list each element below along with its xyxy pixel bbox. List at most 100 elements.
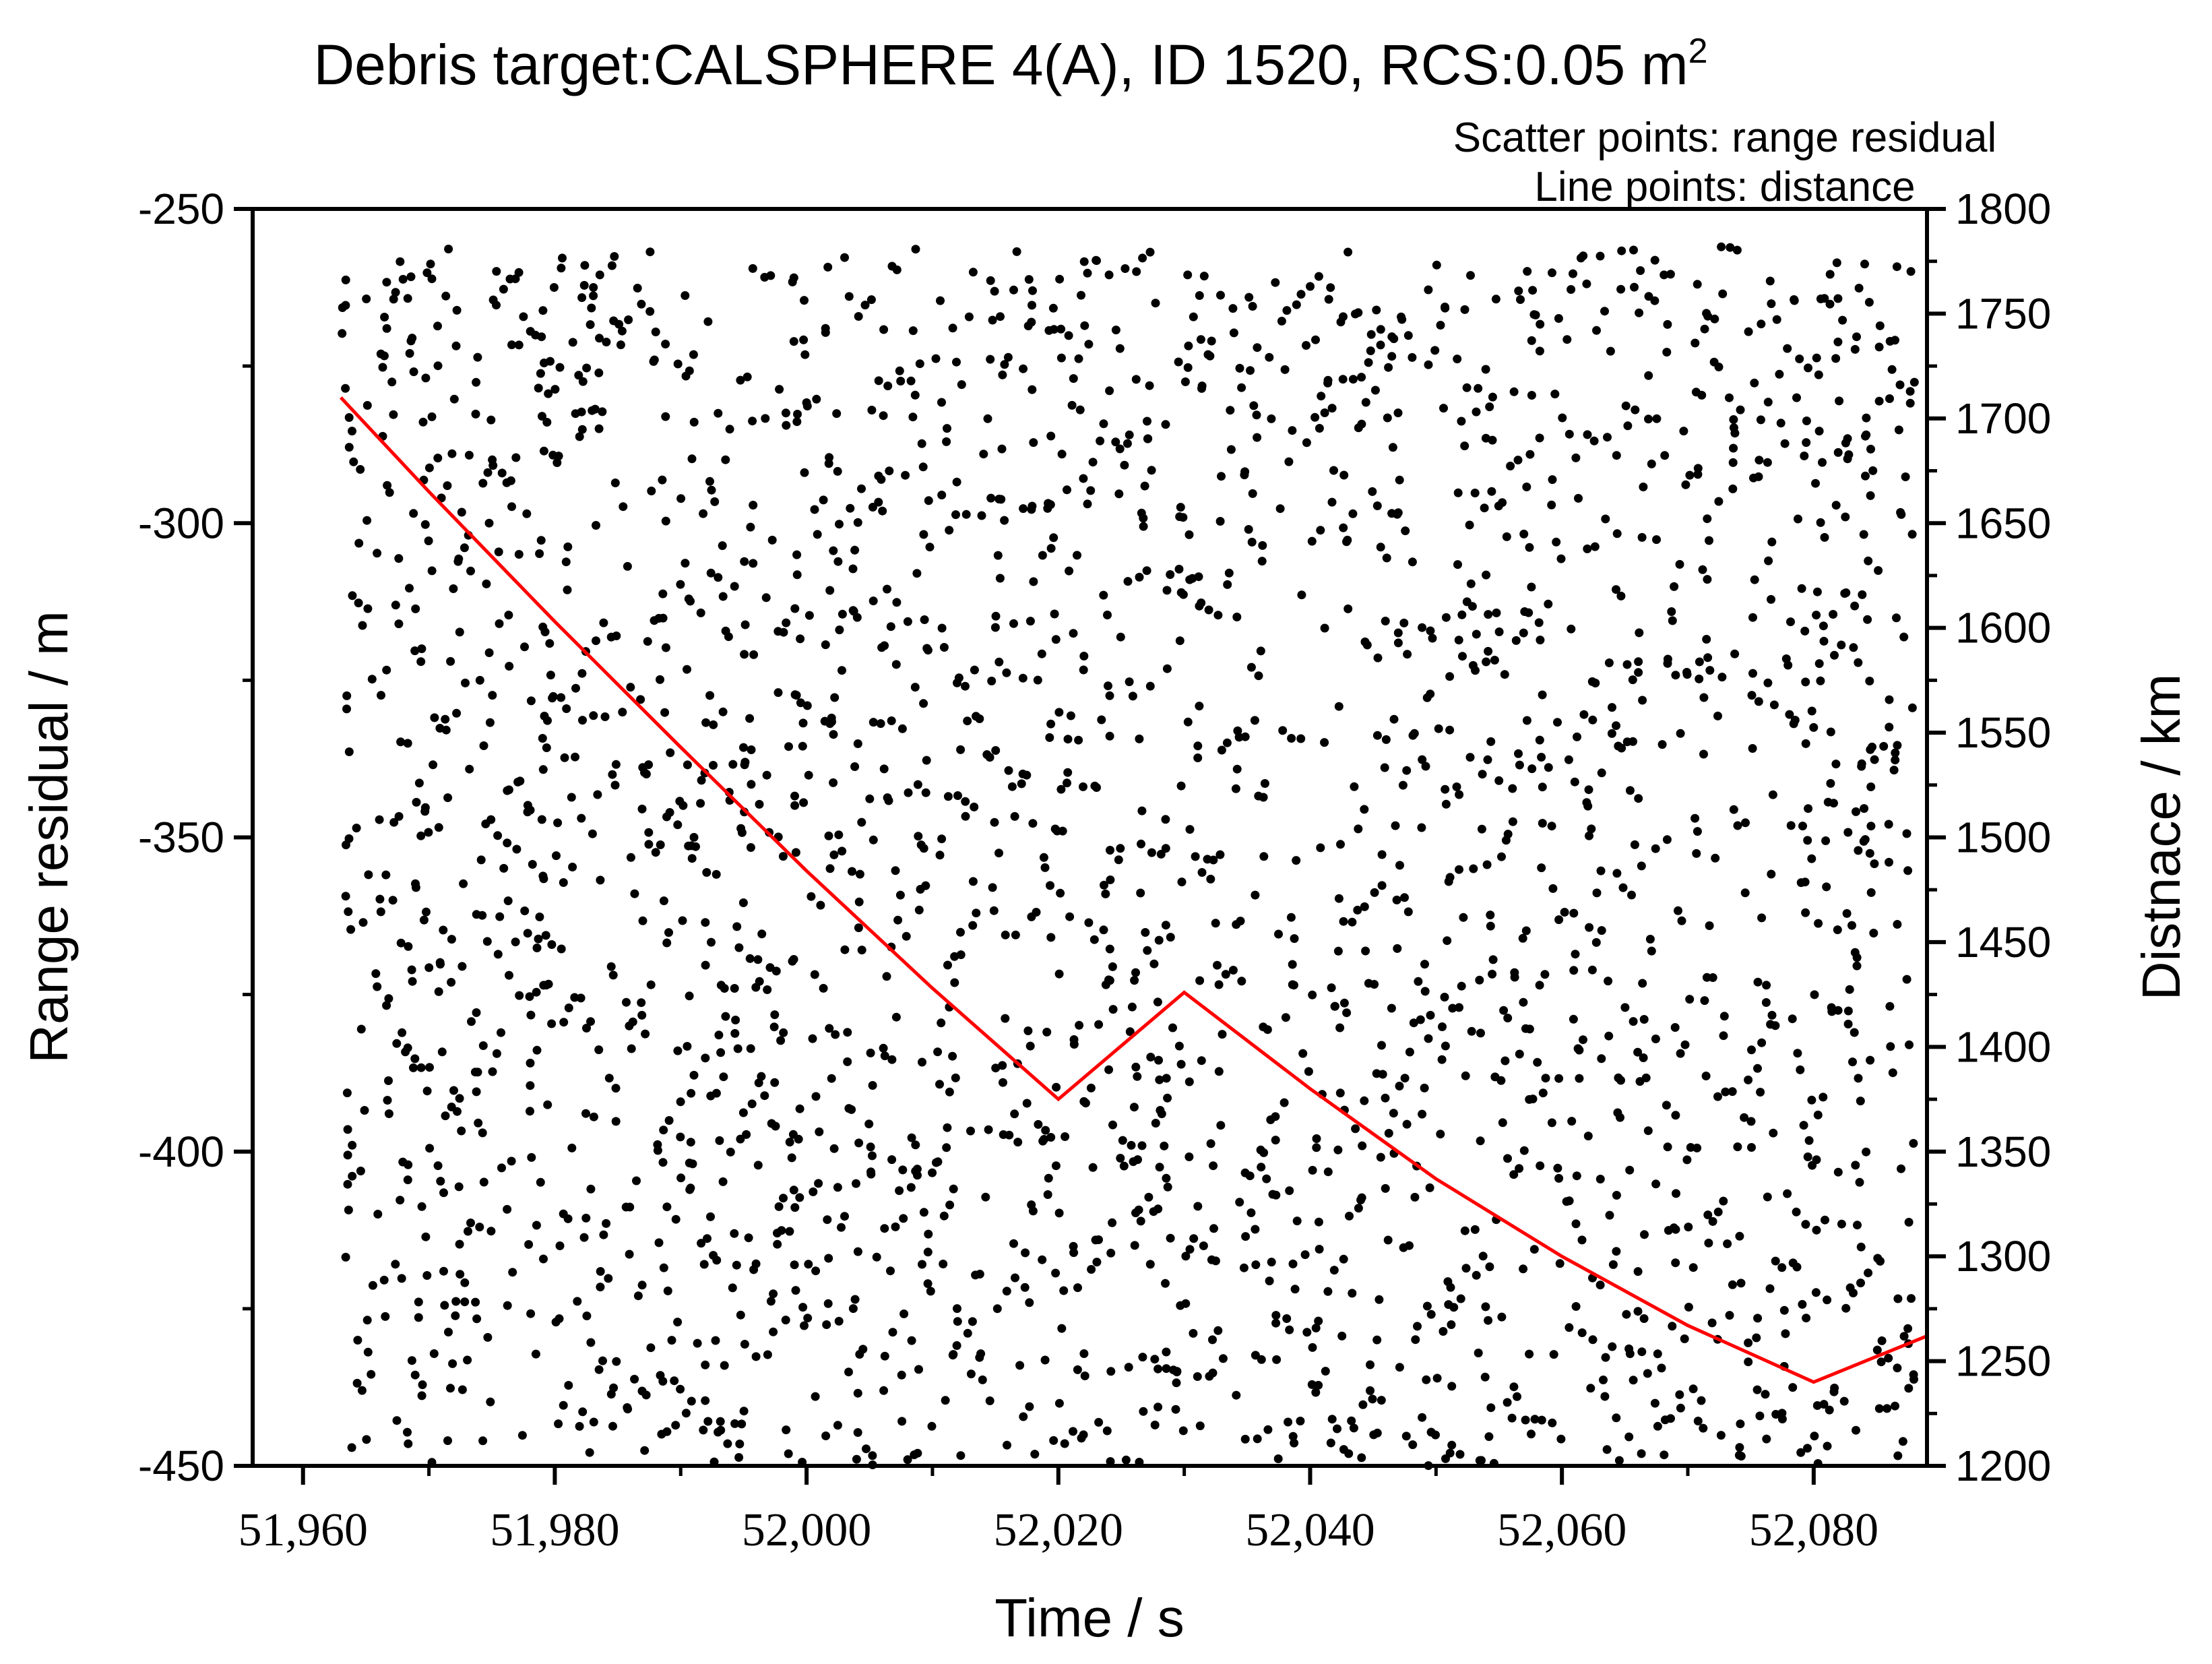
- scatter-point: [730, 1229, 739, 1238]
- scatter-point: [1080, 1372, 1089, 1380]
- scatter-point: [1786, 821, 1796, 830]
- scatter-point: [1441, 613, 1451, 622]
- scatter-point: [1554, 1173, 1564, 1183]
- scatter-point: [921, 788, 930, 797]
- scatter-point: [1143, 417, 1151, 426]
- scatter-point: [1174, 1041, 1184, 1051]
- scatter-point: [1448, 1004, 1457, 1013]
- scatter-point: [1271, 1318, 1281, 1328]
- scatter-point: [1256, 646, 1265, 656]
- scatter-point: [1741, 818, 1750, 828]
- scatter-point: [1466, 579, 1476, 588]
- scatter-point: [555, 1241, 565, 1250]
- scatter-point: [1079, 652, 1089, 660]
- scatter-point: [1077, 290, 1085, 300]
- scatter-point: [907, 1133, 916, 1142]
- scatter-point: [1197, 868, 1207, 877]
- scatter-point: [547, 940, 557, 949]
- scatter-point: [1288, 980, 1297, 989]
- scatter-point: [1361, 398, 1370, 407]
- scatter-point: [441, 714, 450, 724]
- scatter-point: [1189, 312, 1198, 321]
- scatter-point: [1896, 507, 1905, 517]
- scatter-point: [1909, 1139, 1918, 1148]
- scatter-point: [403, 1427, 412, 1437]
- scatter-point: [1422, 1301, 1432, 1311]
- scatter-point: [1674, 906, 1682, 915]
- scatter-point: [1761, 1390, 1770, 1399]
- scatter-point: [1853, 1221, 1862, 1230]
- scatter-point: [1115, 444, 1125, 454]
- scatter-point: [532, 1045, 542, 1055]
- scatter-point: [852, 1454, 861, 1464]
- scatter-point: [1061, 1132, 1070, 1141]
- scatter-point: [1154, 1204, 1163, 1214]
- scatter-point: [1208, 1368, 1218, 1378]
- scatter-point: [1353, 905, 1362, 915]
- scatter-point: [1133, 1072, 1142, 1081]
- scatter-point: [342, 704, 351, 714]
- scatter-point: [1323, 1287, 1333, 1296]
- scatter-point: [1443, 936, 1452, 946]
- scatter-point: [1049, 533, 1058, 543]
- scatter-point: [989, 906, 999, 915]
- scatter-point: [1418, 755, 1427, 764]
- scatter-point: [1684, 1303, 1693, 1312]
- scatter-point: [1597, 926, 1606, 935]
- scatter-point: [348, 1140, 357, 1150]
- scatter-point: [1653, 1349, 1662, 1359]
- scatter-point: [610, 479, 620, 487]
- scatter-point: [1125, 1027, 1135, 1037]
- scatter-point: [479, 1177, 488, 1187]
- scatter-point: [879, 1386, 889, 1395]
- scatter-point: [1020, 1283, 1030, 1292]
- scatter-point: [897, 1417, 907, 1426]
- scatter-point: [1522, 483, 1531, 491]
- scatter-point: [1481, 365, 1490, 374]
- scatter-point: [898, 1165, 908, 1175]
- scatter-point: [342, 1088, 352, 1098]
- scatter-point: [728, 1283, 737, 1293]
- scatter-point: [917, 439, 926, 448]
- scatter-point: [1488, 392, 1497, 402]
- y-axis-label: Range residual / m: [19, 611, 79, 1063]
- scatter-point: [1369, 1430, 1379, 1440]
- scatter-point: [449, 1086, 458, 1095]
- scatter-point: [539, 1254, 548, 1264]
- scatter-point: [542, 418, 552, 427]
- scatter-point: [1857, 759, 1866, 768]
- scatter-point: [1019, 364, 1028, 373]
- scatter-point: [455, 1239, 464, 1249]
- scatter-point: [1381, 1183, 1390, 1193]
- scatter-point: [466, 566, 475, 576]
- scatter-point: [387, 377, 397, 387]
- y-tick-label: -450: [138, 1442, 224, 1490]
- scatter-point: [1104, 1065, 1114, 1074]
- scatter-point: [1769, 700, 1779, 710]
- scatter-point: [1145, 681, 1155, 691]
- scatter-point: [1069, 1248, 1079, 1258]
- scatter-point: [792, 550, 802, 559]
- scatter-point: [961, 797, 970, 806]
- scatter-point: [1314, 1316, 1323, 1326]
- scatter-point: [1426, 626, 1435, 636]
- scatter-point: [1214, 980, 1224, 989]
- scatter-point: [963, 1328, 972, 1338]
- scatter-point: [854, 312, 863, 321]
- scatter-point: [520, 642, 529, 652]
- scatter-point: [773, 1229, 782, 1238]
- scatter-point: [1662, 348, 1672, 357]
- scatter-point: [1652, 535, 1661, 545]
- scatter-point: [834, 1316, 844, 1326]
- scatter-point: [1748, 613, 1757, 622]
- scatter-point: [827, 713, 836, 722]
- scatter-point: [1409, 1018, 1418, 1028]
- scatter-point: [594, 1365, 604, 1374]
- scatter-point: [676, 1384, 685, 1394]
- scatter-point: [1814, 427, 1824, 436]
- scatter-point: [1521, 1415, 1530, 1425]
- scatter-point: [443, 1436, 452, 1446]
- scatter-point: [1690, 813, 1700, 823]
- scatter-point: [910, 390, 920, 400]
- scatter-point: [1046, 544, 1056, 553]
